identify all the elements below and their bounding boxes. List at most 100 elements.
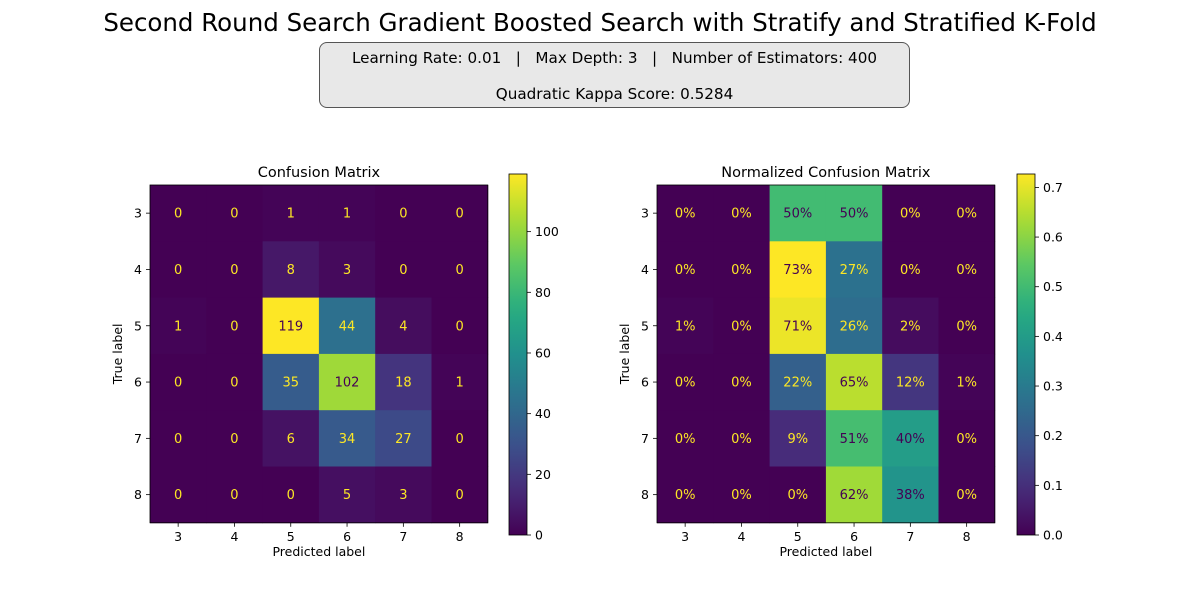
matrix-cell — [375, 466, 432, 524]
cell-label: 0% — [675, 432, 696, 447]
max-depth-text: Max Depth: 3 — [535, 49, 638, 67]
matrix-frame — [149, 184, 489, 524]
x-tick-label: 4 — [230, 529, 238, 544]
matrix-cell — [938, 241, 996, 298]
separator: | — [651, 49, 658, 67]
y-tick-label: 5 — [134, 318, 142, 333]
cell-label: 9% — [787, 432, 808, 447]
matrix-cell — [825, 185, 883, 242]
n-estimators-text: Number of Estimators: 400 — [671, 49, 878, 67]
cell-label: 71% — [783, 319, 812, 334]
matrix-cell — [431, 185, 489, 242]
matrix-cell — [825, 297, 883, 355]
matrix-cell — [713, 297, 770, 355]
y-tick-label: 4 — [641, 262, 649, 277]
cell-label: 62% — [840, 488, 869, 503]
matrix-cell — [657, 185, 714, 242]
colorbar-tick-label: 0.5 — [1043, 279, 1063, 294]
matrix-cell — [938, 410, 996, 467]
matrix-cell — [431, 410, 489, 467]
matrix-cell — [150, 410, 207, 467]
cell-label: 0% — [956, 319, 977, 334]
cell-label: 0 — [456, 432, 464, 447]
cell-label: 0 — [174, 263, 182, 278]
matrix-cell — [206, 297, 263, 355]
y-tick-label: 5 — [641, 318, 649, 333]
colorbar-tick-label: 0.3 — [1043, 379, 1063, 394]
cell-label: 1 — [287, 207, 295, 222]
y-tick-label: 3 — [641, 206, 649, 221]
cell-label: 38% — [896, 488, 925, 503]
y-tick-label: 7 — [641, 431, 649, 446]
cell-label: 3 — [343, 263, 351, 278]
cell-label: 1% — [956, 376, 977, 391]
cell-label: 0% — [731, 432, 752, 447]
cell-label: 0 — [174, 432, 182, 447]
matrix-cell — [318, 297, 376, 355]
cell-label: 18 — [395, 376, 412, 391]
matrix-cell — [150, 466, 207, 524]
colorbar-tick-label: 60 — [535, 345, 551, 360]
matrix-cell — [206, 241, 263, 298]
x-tick-label: 6 — [343, 529, 351, 544]
matrix-cell — [769, 410, 827, 467]
matrix-cell — [825, 241, 883, 298]
matrix-cell — [657, 353, 714, 411]
cell-label: 0 — [399, 263, 407, 278]
matrix-cell — [206, 410, 263, 467]
colorbar-tick-label: 0.2 — [1043, 428, 1063, 443]
cell-label: 1 — [174, 319, 182, 334]
y-axis-label: True label — [617, 324, 632, 386]
cell-label: 0% — [731, 376, 752, 391]
matrix-cell — [769, 241, 827, 298]
matrix-cell — [713, 410, 770, 467]
cell-label: 3 — [399, 488, 407, 503]
matrix-cell — [713, 466, 770, 524]
cell-label: 50% — [840, 207, 869, 222]
cell-label: 44 — [339, 319, 356, 334]
matrix-cell — [938, 353, 996, 411]
matrix-cell — [206, 466, 263, 524]
cell-label: 0% — [900, 263, 921, 278]
matrix-cell — [262, 185, 320, 242]
colorbar-tick-label: 0.0 — [1043, 528, 1063, 543]
colorbar-tick-label: 0.4 — [1043, 329, 1063, 344]
cell-label: 0% — [731, 319, 752, 334]
matrix-cell — [318, 466, 376, 524]
colorbar-tick-label: 0.6 — [1043, 230, 1063, 245]
info-box: Learning Rate: 0.01 | Max Depth: 3 | Num… — [319, 42, 910, 108]
matrix-cell — [713, 241, 770, 298]
separator: | — [515, 49, 521, 67]
matrix-cell — [657, 241, 714, 298]
cell-label: 0% — [731, 207, 752, 222]
cell-label: 26% — [840, 319, 869, 334]
matrix-cell — [318, 410, 376, 467]
y-tick-label: 4 — [134, 262, 142, 277]
cell-label: 0 — [287, 488, 295, 503]
cell-label: 0 — [456, 263, 464, 278]
colorbar — [1016, 173, 1036, 536]
matrix-cell — [262, 353, 320, 411]
matrix-cell — [657, 297, 714, 355]
matrix-cell — [882, 297, 939, 355]
matrix-cell — [431, 353, 489, 411]
cell-label: 6 — [287, 432, 295, 447]
matrix-cell — [431, 297, 489, 355]
cell-label: 2% — [900, 319, 921, 334]
figure-title: Second Round Search Gradient Boosted Sea… — [103, 8, 1097, 37]
x-tick-label: 8 — [456, 529, 464, 544]
cell-label: 0 — [230, 319, 238, 334]
cell-label: 0% — [675, 263, 696, 278]
cell-label: 0 — [174, 376, 182, 391]
matrix-cell — [825, 353, 883, 411]
matrix-cell — [882, 466, 939, 524]
matrix-cell — [769, 353, 827, 411]
matrix-cell — [769, 466, 827, 524]
cell-label: 5 — [343, 488, 351, 503]
matrix-cell — [150, 185, 207, 242]
x-axis-label: Predicted label — [779, 544, 872, 559]
x-tick-label: 3 — [681, 529, 689, 544]
subplot-title: Normalized Confusion Matrix — [721, 165, 931, 181]
cell-label: 1 — [456, 376, 464, 391]
